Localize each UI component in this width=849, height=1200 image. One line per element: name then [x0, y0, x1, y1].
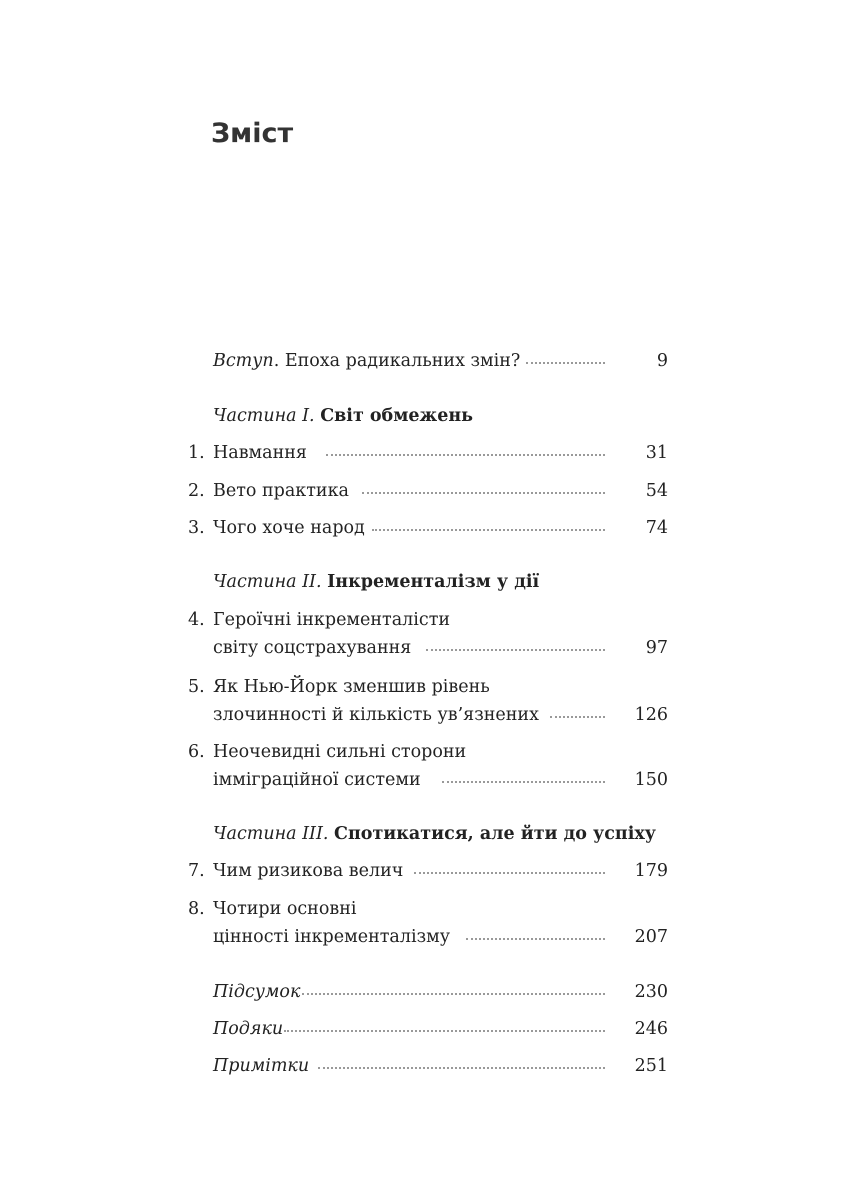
dot-leader	[372, 529, 605, 531]
page-number: 207	[634, 927, 668, 947]
page-number: 150	[634, 770, 668, 790]
dot-leader	[442, 781, 605, 783]
dot-leader	[362, 492, 605, 494]
entry-title: Неочевидні сильні сторони	[213, 742, 467, 762]
toc-entry-continued[interactable]: злочинності й кількість ув’язнених 126	[0, 701, 849, 729]
toc-entry[interactable]: 1. Навмання 31	[0, 439, 849, 467]
chapter-number: 2.	[188, 481, 205, 501]
dot-leader	[526, 362, 605, 364]
entry-title: Примітки	[213, 1056, 310, 1076]
entry-title: Чим ризикова велич	[213, 861, 404, 881]
dot-leader	[302, 993, 605, 995]
dot-leader	[414, 872, 605, 874]
dot-leader	[466, 938, 605, 940]
dot-leader	[426, 649, 605, 651]
entry-title: Навмання	[213, 443, 307, 463]
page-title: Зміст	[211, 118, 294, 149]
toc-entry[interactable]: 2. Вето практика 54	[0, 477, 849, 505]
entry-title: імміграційної системи	[213, 770, 421, 790]
dot-leader	[550, 716, 605, 718]
chapter-number: 6.	[188, 742, 205, 762]
page-number: 54	[645, 481, 668, 501]
toc-entry[interactable]: 6. Неочевидні сильні сторони	[0, 738, 849, 766]
entry-title: Вето практика	[213, 481, 349, 501]
entry-title: Як Нью-Йорк зменшив рівень	[213, 677, 490, 697]
entry-title: Вступ. Епоха радикальних змін?	[213, 351, 521, 371]
page-number: 31	[645, 443, 668, 463]
toc-entry-backmatter[interactable]: Подяки 246	[0, 1015, 849, 1043]
entry-title: світу соцстрахування	[213, 638, 412, 658]
page-number: 97	[645, 638, 668, 658]
entry-title: Чого хоче народ	[213, 518, 365, 538]
page-number: 179	[634, 861, 668, 881]
toc-entry-continued[interactable]: імміграційної системи 150	[0, 766, 849, 794]
chapter-number: 3.	[188, 518, 205, 538]
toc-entry-backmatter[interactable]: Примітки 251	[0, 1052, 849, 1080]
entry-title: Чотири основні	[213, 899, 357, 919]
page-number: 9	[656, 351, 668, 371]
part-heading: Частина III. Спотикатися, але йти до усп…	[213, 824, 657, 844]
toc-entry-continued[interactable]: цінності інкременталізму 207	[0, 923, 849, 951]
page-number: 74	[645, 518, 668, 538]
toc-entry[interactable]: 4. Героїчні інкременталісти	[0, 606, 849, 634]
toc-entry[interactable]: 8. Чотири основні	[0, 895, 849, 923]
toc-entry-continued[interactable]: світу соцстрахування 97	[0, 634, 849, 662]
toc-entry[interactable]: 3. Чого хоче народ 74	[0, 514, 849, 542]
part-heading: Частина I. Світ обмежень	[213, 406, 474, 426]
dot-leader	[326, 454, 605, 456]
page-number: 230	[634, 982, 668, 1002]
toc-entry-intro[interactable]: Вступ. Епоха радикальних змін? 9	[0, 347, 849, 375]
page-number: 126	[634, 705, 668, 725]
toc-entry[interactable]: 5. Як Нью-Йорк зменшив рівень	[0, 673, 849, 701]
chapter-number: 1.	[188, 443, 205, 463]
toc-entry[interactable]: 7. Чим ризикова велич 179	[0, 857, 849, 885]
entry-title: Подяки	[213, 1019, 284, 1039]
page-number: 246	[634, 1019, 668, 1039]
chapter-number: 7.	[188, 861, 205, 881]
entry-title: злочинності й кількість ув’язнених	[213, 705, 539, 725]
chapter-number: 5.	[188, 677, 205, 697]
chapter-number: 8.	[188, 899, 205, 919]
page-number: 251	[634, 1056, 668, 1076]
entry-title: цінності інкременталізму	[213, 927, 451, 947]
part-heading: Частина II. Інкременталізм у дії	[213, 572, 540, 592]
toc-entry-backmatter[interactable]: Підсумок 230	[0, 978, 849, 1006]
dot-leader	[318, 1067, 605, 1069]
entry-title: Героїчні інкременталісти	[213, 610, 451, 630]
chapter-number: 4.	[188, 610, 205, 630]
dot-leader	[284, 1030, 605, 1032]
entry-title: Підсумок	[213, 982, 301, 1002]
